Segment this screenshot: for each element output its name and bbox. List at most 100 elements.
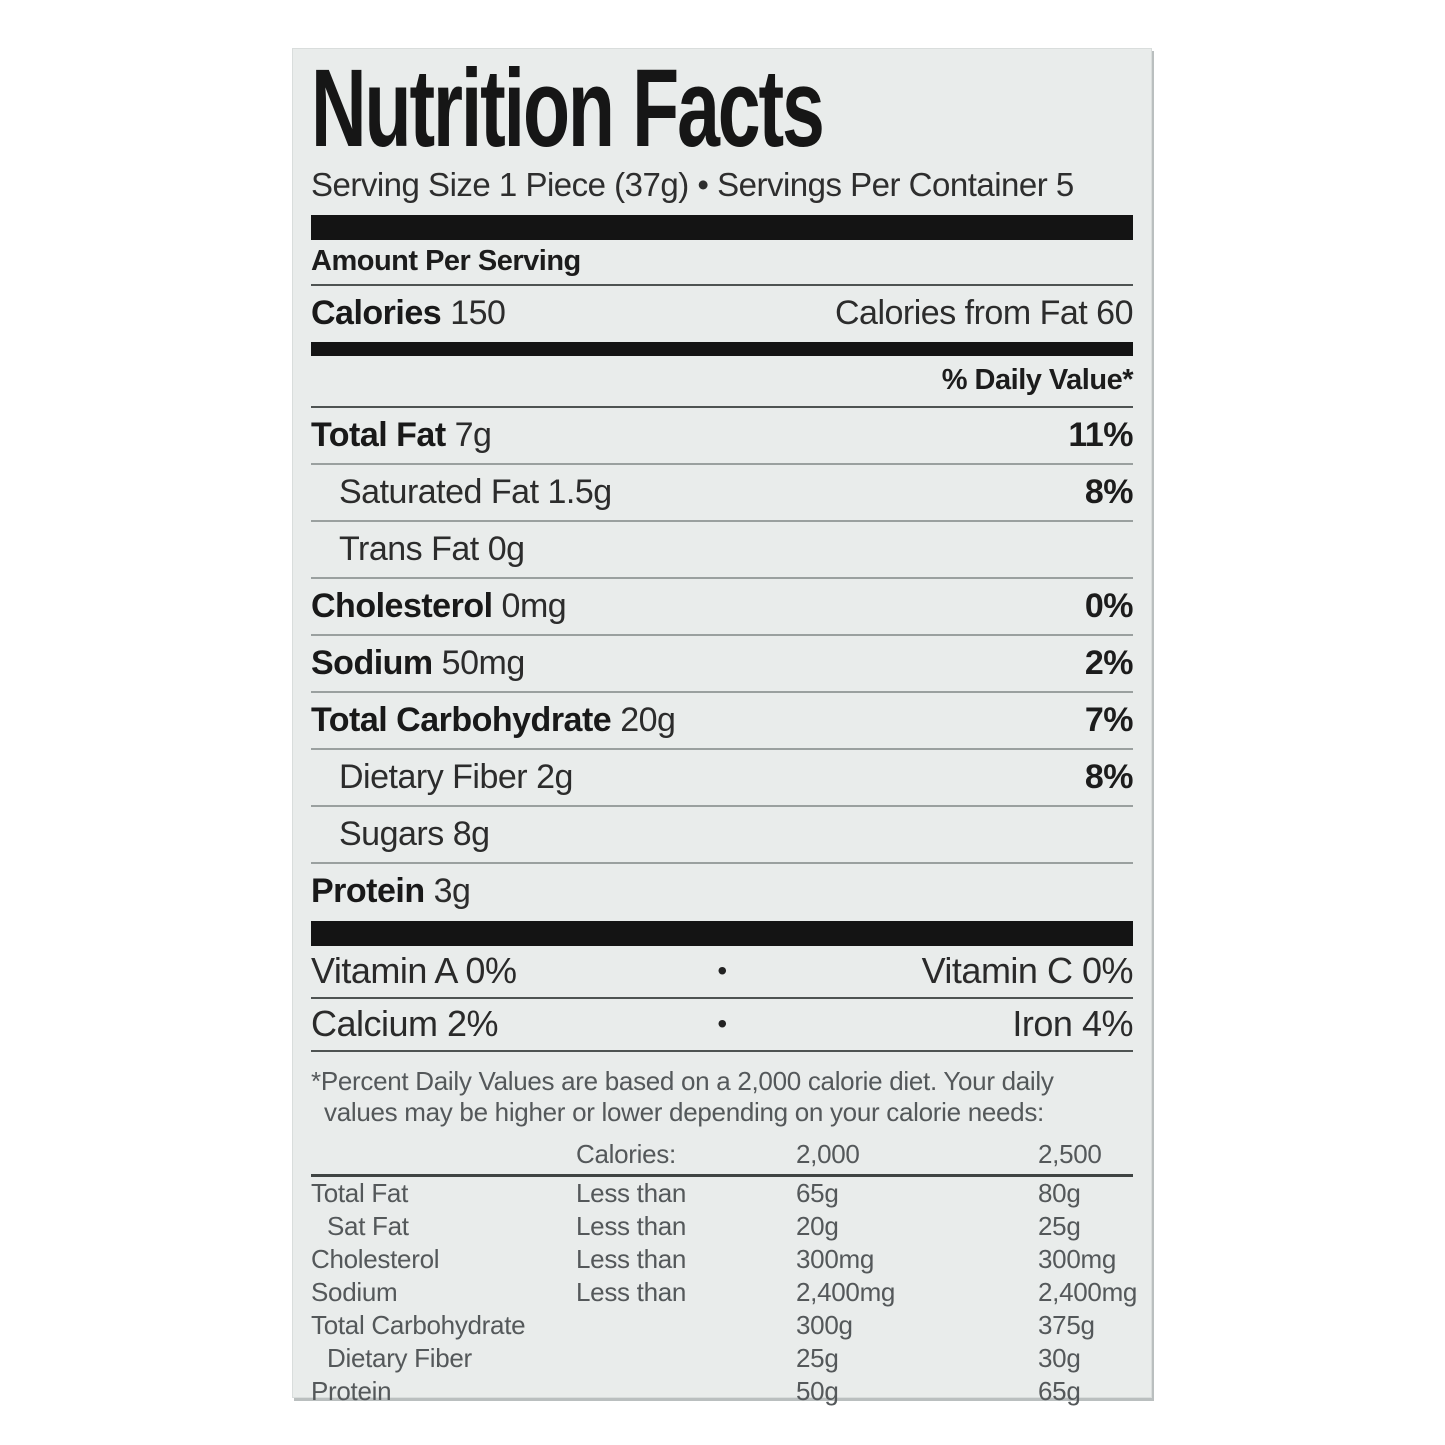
calcium: Calcium 2% xyxy=(311,1003,499,1044)
vitamin-row-1: Vitamin A 0% • Vitamin C 0% xyxy=(311,946,1134,997)
calories-value: 150 xyxy=(450,294,506,332)
table-row: Total Fat Less than 65g 80g xyxy=(311,1177,1133,1210)
nutrient-dv: 0% xyxy=(1084,586,1134,625)
table-row: Sat Fat Less than 20g 25g xyxy=(311,1210,1133,1243)
daily-value-header: % Daily Value* xyxy=(941,364,1134,396)
nutrient-value: 0g xyxy=(487,529,525,568)
nutrient-value: 7g xyxy=(454,415,492,454)
nutrient-label: Sugars xyxy=(339,814,444,853)
ref-v2500: 65g xyxy=(1038,1375,1081,1406)
nutrient-dv: 8% xyxy=(1084,472,1134,511)
rule xyxy=(311,996,1133,999)
vitamin-row-2: Calcium 2% • Iron 4% xyxy=(311,999,1134,1050)
ref-v2000: 20g xyxy=(796,1210,839,1241)
ref-v2500: 80g xyxy=(1038,1177,1081,1208)
calories-column-label: Calories: xyxy=(576,1139,676,1169)
nutrient-value: 0mg xyxy=(501,586,567,625)
nutrient-value: 8g xyxy=(452,814,490,853)
divider-bar-mid xyxy=(311,341,1133,356)
nutrient-label: Total Carbohydrate xyxy=(311,700,612,739)
col-2000: 2,000 xyxy=(796,1139,860,1169)
reference-table: Calories: 2,000 2,500 Total Fat Less tha… xyxy=(311,1136,1137,1408)
rule xyxy=(311,1173,1133,1177)
vitamin-c: Vitamin C 0% xyxy=(921,950,1134,991)
rule xyxy=(311,633,1133,636)
table-row: Cholesterol Less than 300mg 300mg xyxy=(311,1243,1133,1276)
table-row: Dietary Fiber 25g 30g xyxy=(311,1342,1133,1375)
label-title: Nutrition Facts xyxy=(311,47,825,170)
ref-v2000: 65g xyxy=(796,1177,839,1208)
ref-v2000: 300g xyxy=(796,1309,853,1340)
daily-values-footnote: *Percent Daily Values are based on a 2,0… xyxy=(311,1065,1054,1127)
ref-name: Dietary Fiber xyxy=(327,1342,472,1373)
ref-name: Total Fat xyxy=(311,1177,409,1208)
ref-qualifier: Less than xyxy=(576,1177,687,1208)
serving-size-line: Serving Size 1 Piece (37g) • Servings Pe… xyxy=(311,165,1074,203)
ref-name: Sodium xyxy=(311,1276,398,1307)
calories-from-fat: Calories from Fat 60 xyxy=(835,294,1134,332)
table-row: Protein 50g 65g xyxy=(311,1375,1133,1408)
iron: Iron 4% xyxy=(1012,1003,1133,1044)
vitamin-a: Vitamin A 0% xyxy=(311,950,517,991)
ref-v2000: 300mg xyxy=(796,1243,874,1274)
ref-v2500: 2,400mg xyxy=(1038,1276,1138,1307)
ref-v2500: 375g xyxy=(1038,1309,1095,1340)
rule xyxy=(311,462,1133,465)
rule xyxy=(311,804,1133,807)
nutrient-row-total-carbohydrate: Total Carbohydrate 20g 7% xyxy=(311,693,1134,748)
nutrient-value: 1.5g xyxy=(547,472,613,511)
nutrient-label: Protein xyxy=(311,871,425,910)
bullet-separator: • xyxy=(717,955,727,986)
nutrient-dv: 11% xyxy=(1068,415,1133,454)
ref-name: Protein xyxy=(311,1375,392,1406)
nutrient-label: Total Fat xyxy=(311,415,446,454)
nutrient-row-sugars: Sugars 8g xyxy=(311,807,1133,862)
rule xyxy=(311,690,1133,693)
ref-v2500: 25g xyxy=(1038,1210,1081,1241)
ref-v2500: 30g xyxy=(1038,1342,1081,1373)
amount-per-serving-label: Amount Per Serving xyxy=(311,245,581,277)
rule xyxy=(311,576,1133,579)
reference-table-header: Calories: 2,000 2,500 xyxy=(311,1136,1133,1174)
nutrient-dv: 8% xyxy=(1084,757,1134,796)
ref-qualifier: Less than xyxy=(576,1243,687,1274)
nutrient-row-sodium: Sodium 50mg 2% xyxy=(311,636,1134,691)
nutrient-dv: 7% xyxy=(1084,700,1134,739)
ref-v2000: 50g xyxy=(796,1375,839,1406)
ref-name: Cholesterol xyxy=(311,1243,440,1274)
divider-bar-top xyxy=(311,214,1133,240)
nutrient-label: Trans Fat xyxy=(339,529,479,568)
table-row: Total Carbohydrate 300g 375g xyxy=(311,1309,1133,1342)
nutrient-label: Saturated Fat xyxy=(339,472,539,511)
ref-qualifier: Less than xyxy=(576,1210,687,1241)
ref-v2000: 2,400mg xyxy=(796,1276,896,1307)
calories-label: Calories xyxy=(311,294,442,332)
nutrient-row-trans-fat: Trans Fat 0g xyxy=(311,522,1133,577)
ref-qualifier: Less than xyxy=(576,1276,687,1307)
nutrient-label: Cholesterol xyxy=(311,586,493,625)
calories-row: Calories 150 Calories from Fat 60 xyxy=(311,286,1134,342)
ref-name: Sat Fat xyxy=(327,1210,409,1241)
ref-v2500: 300mg xyxy=(1038,1243,1116,1274)
nutrition-facts-label: Nutrition Facts Serving Size 1 Piece (37… xyxy=(292,47,1152,1406)
ref-v2000: 25g xyxy=(796,1342,839,1373)
col-2500: 2,500 xyxy=(1038,1139,1102,1169)
nutrient-label: Sodium xyxy=(311,643,433,682)
nutrient-value: 2g xyxy=(536,757,573,796)
rule xyxy=(311,519,1133,522)
nutrient-row-cholesterol: Cholesterol 0mg 0% xyxy=(311,579,1134,634)
nutrient-row-saturated-fat: Saturated Fat 1.5g 8% xyxy=(311,465,1134,520)
rule xyxy=(311,283,1133,286)
rule xyxy=(311,861,1133,864)
nutrient-value: 20g xyxy=(620,700,676,739)
nutrient-value: 50mg xyxy=(441,643,526,682)
ref-name: Total Carbohydrate xyxy=(311,1309,526,1340)
nutrient-label: Dietary Fiber xyxy=(339,757,528,796)
table-row: Sodium Less than 2,400mg 2,400mg xyxy=(311,1276,1137,1309)
nutrient-dv: 2% xyxy=(1084,643,1134,682)
bullet-separator: • xyxy=(717,1008,727,1039)
nutrient-row-dietary-fiber: Dietary Fiber 2g 8% xyxy=(311,750,1134,805)
rule xyxy=(311,405,1133,408)
calories-amount: Calories 150 xyxy=(311,294,506,333)
rule xyxy=(311,1049,1133,1052)
